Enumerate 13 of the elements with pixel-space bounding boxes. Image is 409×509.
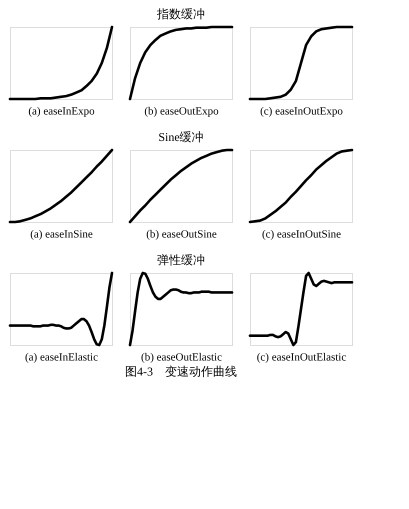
x-axis-title: (c) easeInOutExpo: [260, 106, 344, 118]
chart-title: Sine缓冲: [158, 130, 204, 144]
x-axis-title: (c) easeInOutElastic: [256, 352, 346, 364]
x-axis-title: (b) easeOutExpo: [144, 106, 220, 118]
x-axis-title: (a) easeInExpo: [28, 106, 96, 118]
caption: 图4-3 变速动作曲线: [125, 364, 237, 378]
x-axis-title: (c) easeInOutSine: [262, 228, 342, 240]
chart-title: 指数缓冲: [156, 7, 205, 22]
x-axis-title: (a) easeInSine: [30, 228, 93, 240]
x-axis-title: (a) easeInElastic: [25, 352, 98, 364]
x-axis-title: (b) easeOutElastic: [141, 352, 222, 364]
chart-title: 弹性缓冲: [157, 253, 205, 268]
x-axis-title: (b) easeOutSine: [146, 228, 217, 240]
